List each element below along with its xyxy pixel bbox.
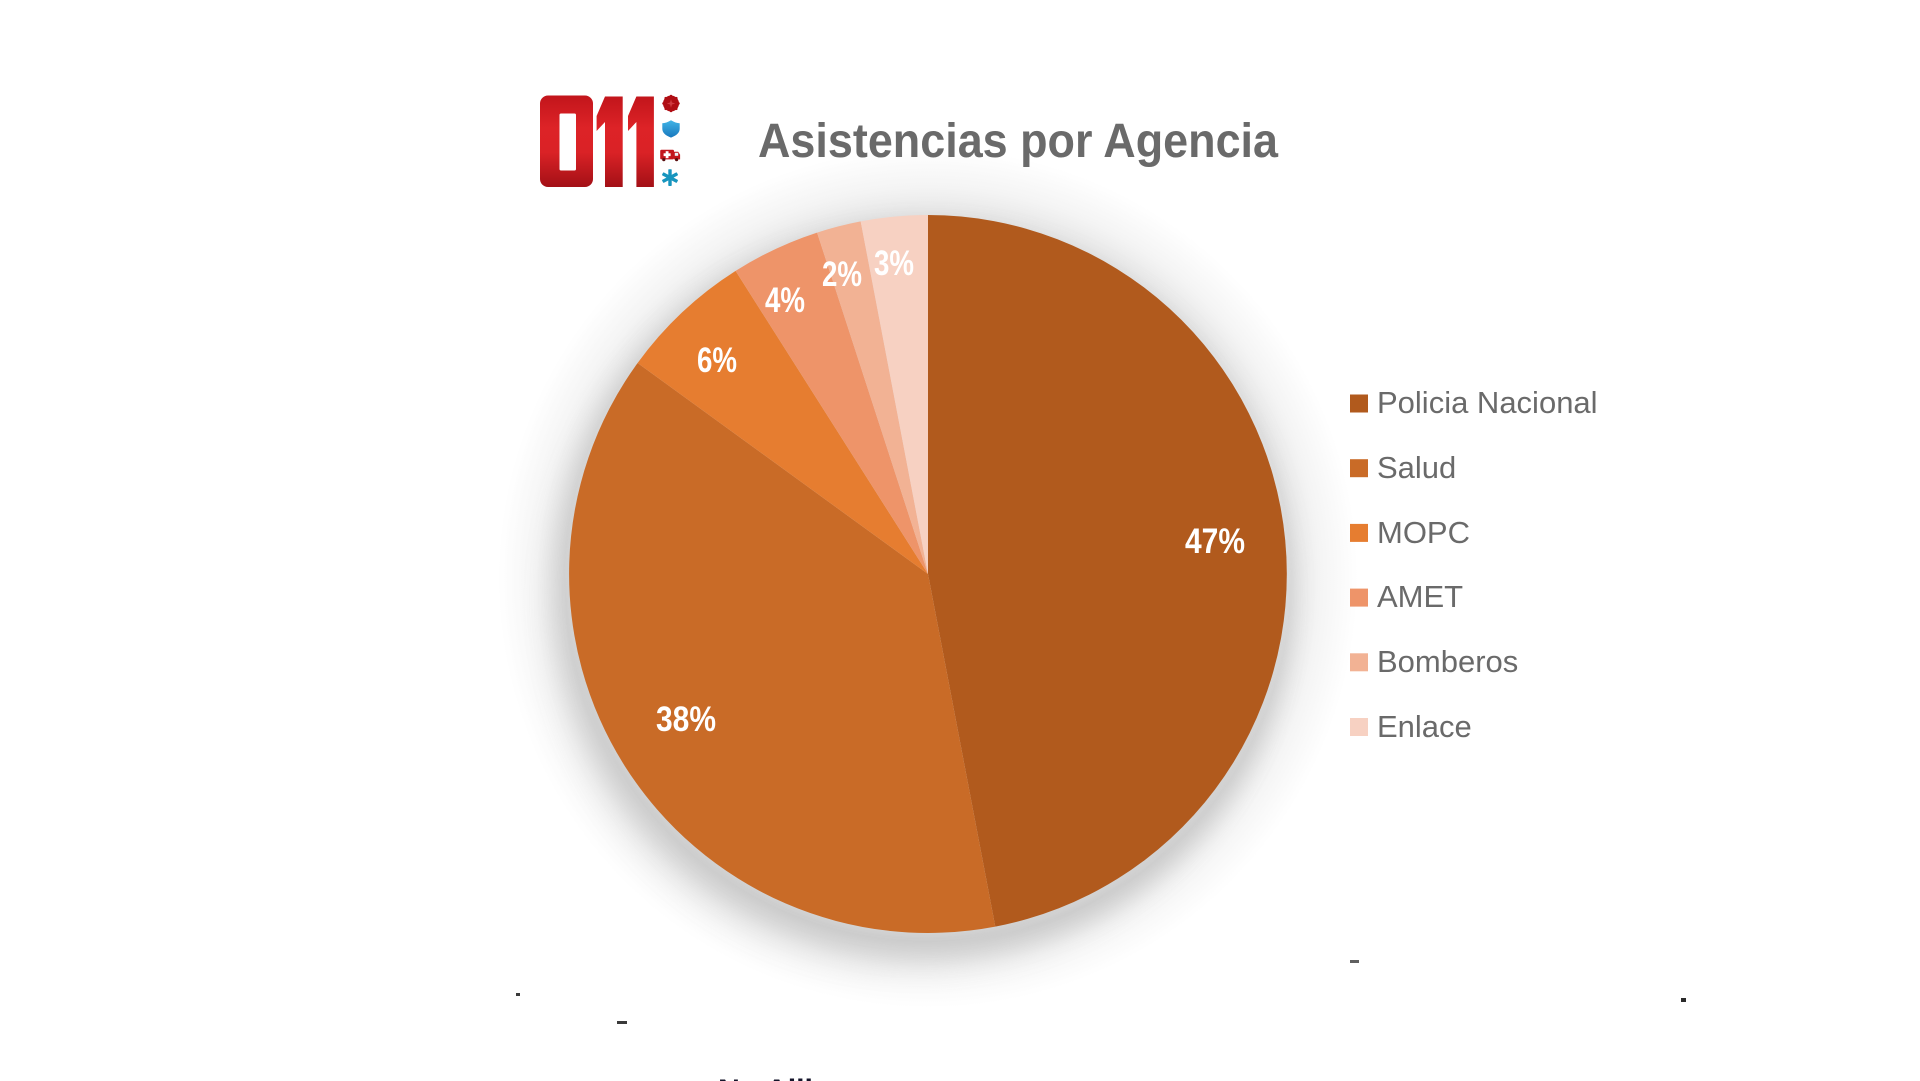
svg-text:4%: 4% — [765, 281, 805, 320]
svg-text:AMET: AMET — [1377, 579, 1463, 614]
svg-text:MOPC: MOPC — [1377, 515, 1470, 550]
svg-text:38%: 38% — [656, 700, 716, 739]
svg-text:6%: 6% — [697, 341, 737, 380]
svg-text:Salud: Salud — [1377, 450, 1456, 485]
svg-text:2%: 2% — [822, 255, 862, 294]
svg-text:Asistencias por Agencia: Asistencias por Agencia — [758, 115, 1278, 168]
svg-text:Bomberos: Bomberos — [1377, 644, 1518, 679]
svg-text:Policia Nacional: Policia Nacional — [1377, 385, 1598, 420]
svg-text:Enlace: Enlace — [1377, 709, 1472, 744]
svg-text:47%: 47% — [1185, 522, 1245, 561]
svg-text:No Alli: No Alli — [718, 1074, 813, 1081]
svg-text:3%: 3% — [874, 244, 914, 283]
